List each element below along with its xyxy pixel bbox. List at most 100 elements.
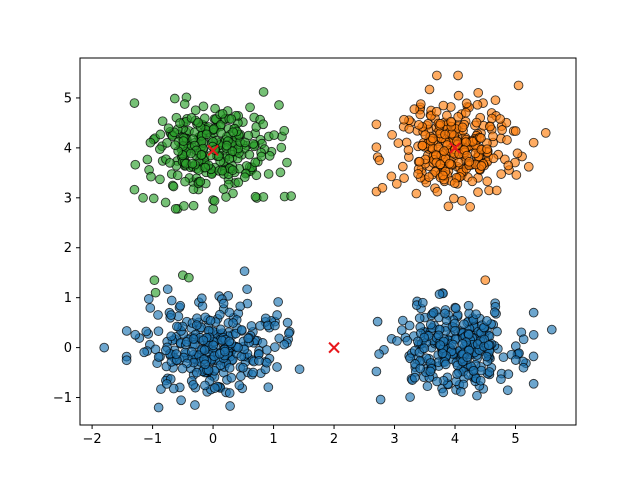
data-point — [198, 101, 209, 112]
data-point — [528, 378, 539, 389]
data-point — [432, 376, 442, 387]
data-point — [228, 127, 238, 138]
data-point — [200, 380, 210, 391]
data-point — [475, 375, 486, 386]
data-point — [177, 363, 188, 374]
data-point — [415, 99, 426, 109]
data-point — [240, 137, 250, 148]
data-point — [238, 362, 248, 373]
data-point — [153, 352, 164, 362]
data-point — [465, 201, 476, 212]
data-point — [161, 379, 172, 389]
data-point — [166, 331, 177, 342]
data-point — [417, 140, 428, 151]
data-point — [196, 293, 207, 304]
data-point — [99, 342, 110, 353]
data-point — [433, 330, 444, 341]
data-point — [412, 336, 423, 347]
data-point — [414, 156, 425, 167]
data-point — [444, 158, 455, 169]
data-point — [274, 100, 284, 110]
data-point — [375, 394, 386, 405]
data-point — [476, 161, 487, 171]
data-point — [491, 185, 502, 196]
data-point — [274, 333, 285, 344]
data-point — [279, 339, 290, 350]
y-tick-label: 2 — [64, 241, 72, 256]
data-point — [495, 114, 505, 124]
data-point — [244, 149, 255, 160]
data-point — [172, 321, 182, 332]
data-point — [510, 126, 521, 136]
data-point — [130, 329, 141, 340]
data-point — [221, 140, 232, 151]
data-point — [374, 155, 385, 166]
data-point — [414, 313, 425, 324]
data-point — [451, 303, 461, 314]
data-point — [165, 158, 175, 168]
data-point — [446, 116, 456, 127]
data-point — [490, 95, 501, 106]
data-point — [200, 359, 210, 370]
y-tick-label: 3 — [64, 191, 72, 206]
data-point — [162, 284, 173, 295]
data-point — [440, 308, 450, 319]
data-point — [496, 374, 506, 385]
data-point — [432, 186, 443, 197]
data-point — [513, 80, 524, 91]
data-point — [248, 367, 258, 378]
data-point — [518, 334, 529, 345]
data-point — [150, 287, 161, 298]
data-point — [129, 98, 140, 108]
data-point — [139, 347, 150, 358]
data-point — [179, 99, 190, 109]
data-point — [279, 125, 290, 136]
data-point — [413, 169, 423, 179]
data-point — [242, 284, 252, 295]
data-point — [209, 195, 220, 206]
data-point — [403, 145, 414, 155]
data-point — [294, 364, 305, 375]
data-point — [435, 159, 446, 170]
data-point — [374, 349, 384, 359]
data-point — [528, 137, 539, 148]
data-point — [424, 84, 435, 95]
data-point — [205, 315, 216, 326]
data-point — [456, 386, 466, 397]
data-point — [200, 162, 211, 173]
data-point — [208, 340, 219, 351]
data-point — [171, 349, 182, 359]
centroid-markers-layer — [207, 142, 461, 354]
data-point — [187, 158, 198, 169]
data-point — [220, 346, 230, 357]
data-point — [218, 184, 229, 194]
data-point — [452, 369, 462, 379]
data-point — [440, 129, 450, 140]
data-point — [414, 120, 424, 130]
data-point — [199, 345, 210, 355]
data-point — [250, 157, 261, 168]
data-point — [215, 309, 225, 320]
x-tick-label: 1 — [269, 432, 277, 447]
data-point — [439, 146, 449, 156]
data-point — [471, 117, 482, 128]
data-point — [482, 316, 492, 326]
data-point — [391, 178, 402, 189]
data-point — [492, 326, 502, 337]
data-point — [450, 325, 460, 336]
data-point — [484, 367, 495, 377]
data-point — [121, 355, 132, 366]
data-point — [483, 340, 494, 351]
data-point — [169, 93, 180, 104]
data-point — [224, 336, 235, 347]
data-point — [404, 124, 415, 134]
data-point — [224, 388, 235, 398]
data-point — [218, 298, 229, 309]
data-point — [225, 401, 235, 411]
data-point — [511, 170, 522, 180]
data-point — [180, 176, 190, 187]
data-point — [392, 336, 402, 346]
data-point — [419, 343, 430, 354]
data-point — [226, 372, 237, 383]
